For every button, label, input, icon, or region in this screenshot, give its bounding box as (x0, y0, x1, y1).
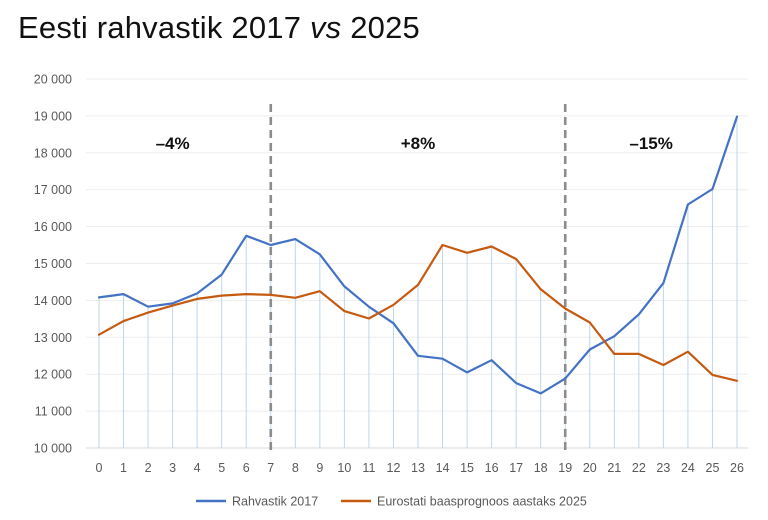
x-tick-label: 6 (243, 461, 250, 475)
series-line-2 (97, 243, 739, 382)
x-tick-label: 7 (267, 461, 274, 475)
y-tick-label: 12 000 (34, 368, 72, 382)
x-tick-label: 3 (169, 461, 176, 475)
legend-label-1: Rahvastik 2017 (232, 495, 318, 509)
x-tick-label: 8 (292, 461, 299, 475)
y-tick-label: 20 000 (34, 73, 72, 87)
x-tick-label: 11 (362, 461, 375, 475)
y-tick-label: 18 000 (34, 146, 72, 160)
x-tick-label: 4 (194, 461, 201, 475)
x-tick-label: 21 (607, 461, 621, 475)
legend-label-2: Eurostati baasprognoos aastaks 2025 (377, 495, 587, 509)
y-tick-label: 13 000 (34, 331, 72, 345)
x-tick-label: 2 (145, 461, 152, 475)
y-tick-label: 16 000 (34, 220, 72, 234)
legend: Rahvastik 2017 Eurostati baasprognoos aas… (196, 495, 587, 509)
y-tick-label: 19 000 (34, 109, 72, 123)
title-part-1: Eesti rahvastik 2017 (18, 10, 310, 45)
x-axis: 0 1 2 3 4 5 6 7 8 9 10 11 12 13 14 15 16 17 18 19 20 21 22 23 24… (96, 461, 744, 475)
title-part-3: 2025 (341, 10, 420, 45)
x-tick-label: 26 (730, 461, 744, 475)
x-tick-label: 12 (387, 461, 401, 475)
title-part-2: vs (309, 10, 342, 45)
drop-lines-layer (98, 116, 738, 448)
x-tick-label: 23 (656, 461, 670, 475)
x-tick-label: 0 (96, 461, 103, 475)
x-tick-label: 14 (436, 461, 450, 475)
x-tick-label: 18 (534, 461, 548, 475)
x-tick-label: 22 (632, 461, 646, 475)
y-tick-label: 15 000 (34, 257, 72, 271)
dividers-layer (269, 104, 567, 454)
x-tick-label: 20 (583, 461, 597, 475)
y-tick-label: 17 000 (34, 183, 72, 197)
y-tick-label: 10 000 (34, 442, 72, 456)
annotations-layer: –4% +8% –15% (156, 134, 673, 153)
x-tick-label: 15 (460, 461, 474, 475)
x-tick-label: 19 (558, 461, 572, 475)
series-line-1 (97, 115, 739, 395)
segment-annotation: +8% (401, 134, 436, 153)
x-tick-label: 1 (120, 461, 127, 475)
grid-layer (86, 78, 748, 449)
y-axis: 10 000 11 000 12 000 13 000 14 000 15 000 16 0… (34, 73, 72, 456)
x-tick-label: 17 (509, 461, 523, 475)
y-tick-label: 11 000 (35, 405, 72, 419)
x-tick-label: 10 (337, 461, 351, 475)
series-layer (97, 115, 739, 395)
segment-annotation: –4% (156, 134, 190, 153)
chart-title: Eesti rahvastik 2017 vs 2025 (18, 10, 420, 46)
x-tick-label: 13 (411, 461, 425, 475)
x-tick-label: 9 (316, 461, 323, 475)
x-tick-label: 16 (485, 461, 499, 475)
x-tick-label: 25 (706, 461, 720, 475)
segment-annotation: –15% (629, 134, 672, 153)
y-tick-label: 14 000 (34, 294, 72, 308)
x-tick-label: 5 (218, 461, 225, 475)
x-tick-label: 24 (681, 461, 695, 475)
